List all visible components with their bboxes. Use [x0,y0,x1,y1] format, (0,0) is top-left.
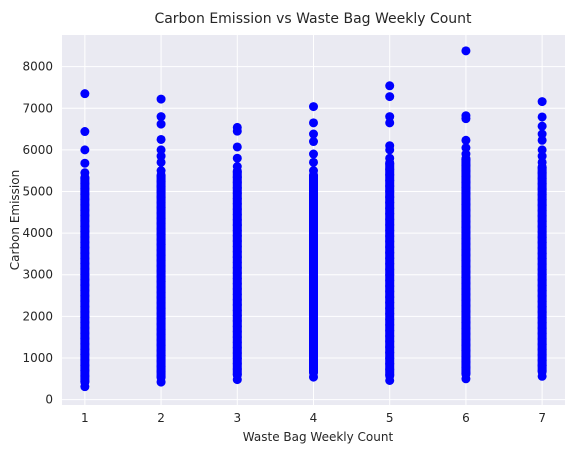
y-tick-label: 8000 [22,60,53,74]
scatter-point [80,168,90,178]
scatter-point [385,153,395,163]
x-tick-label: 1 [81,411,89,425]
scatter-point [156,157,166,167]
scatter-point [156,119,166,129]
scatter-points [80,46,547,392]
scatter-point [80,127,90,137]
scatter-point [309,102,318,112]
scatter-point [537,97,547,107]
y-tick-label: 0 [45,393,53,407]
scatter-point [385,92,395,102]
y-tick-label: 2000 [22,309,53,323]
scatter-point [309,137,318,147]
scatter-point [309,166,318,176]
x-tick-label: 3 [233,411,241,425]
x-tick-label: 4 [310,411,318,425]
y-tick-label: 7000 [22,101,53,115]
scatter-point [156,112,166,122]
scatter-point [156,134,166,144]
scatter-point [537,151,547,161]
x-tick-label: 7 [538,411,546,425]
scatter-point [232,142,242,152]
scatter-point [309,149,318,159]
chart-title: Carbon Emission vs Waste Bag Weekly Coun… [154,11,472,27]
scatter-point [309,157,318,167]
x-tick-label: 2 [157,411,165,425]
scatter-point [156,94,166,104]
scatter-point [156,166,166,176]
scatter-point [385,118,395,128]
scatter-point [461,143,471,153]
y-tick-labels: 0 1000 2000 3000 4000 5000 6000 7000 8000 [22,60,53,407]
scatter-point [385,81,395,91]
y-tick-label: 6000 [22,143,53,157]
scatter-point [461,135,471,145]
scatter-point [80,89,90,99]
y-axis-label: Carbon Emission [8,170,22,270]
scatter-point [80,145,90,155]
scatter-point [537,135,547,145]
scatter-point [537,129,547,139]
scatter-point [461,111,471,121]
scatter-point [309,129,318,139]
scatter-point [537,157,547,167]
scatter-point [232,153,242,163]
scatter-point [537,121,547,131]
scatter-point [232,122,242,132]
scatter-point [385,112,395,122]
scatter-point [80,158,90,168]
scatter-point [537,145,547,155]
x-tick-labels: 1 2 3 4 5 6 7 [81,411,546,425]
scatter-point [156,151,166,161]
x-tick-label: 6 [462,411,470,425]
scatter-point [156,145,166,155]
x-tick-label: 5 [386,411,394,425]
scatter-point [461,149,471,159]
scatter-point [537,112,547,122]
y-tick-label: 5000 [22,184,53,198]
scatter-point [385,141,395,151]
scatter-point [232,162,242,172]
y-tick-label: 4000 [22,226,53,240]
y-tick-label: 3000 [22,268,53,282]
y-tick-label: 1000 [22,351,53,365]
scatter-point [461,46,471,56]
x-axis-label: Waste Bag Weekly Count [243,430,394,444]
scatter-point [309,118,318,128]
